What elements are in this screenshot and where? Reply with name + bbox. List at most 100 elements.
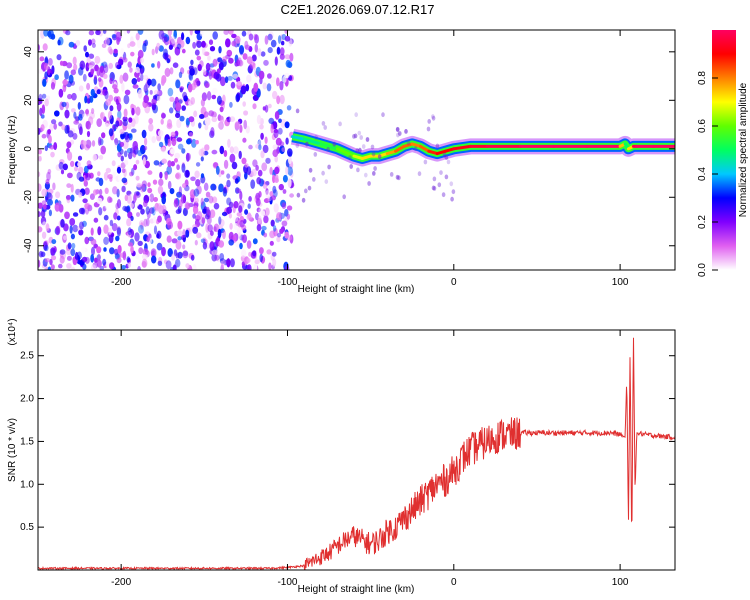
ridge-core-segment xyxy=(302,137,323,146)
noise-speckle xyxy=(157,129,164,137)
noise-speckle xyxy=(83,45,87,52)
noise-speckle xyxy=(67,151,73,161)
noise-speckle xyxy=(98,155,104,160)
noise-speckle xyxy=(57,39,61,46)
noise-speckle xyxy=(276,77,280,87)
spectrogram-x-ticks: -200 -100 0 100 xyxy=(111,30,629,288)
ridge-scatter-point xyxy=(338,121,342,127)
noise-speckle xyxy=(219,145,225,155)
noise-speckle xyxy=(45,178,50,185)
noise-speckle xyxy=(157,83,161,91)
noise-speckle xyxy=(215,73,222,82)
noise-speckle xyxy=(203,182,209,191)
noise-speckle xyxy=(118,58,124,66)
noise-speckle xyxy=(265,157,271,164)
noise-speckle xyxy=(158,141,164,148)
noise-speckle xyxy=(58,88,64,98)
noise-speckle xyxy=(58,161,64,170)
noise-speckle xyxy=(194,239,198,246)
noise-speckle xyxy=(234,178,239,184)
noise-speckle xyxy=(208,195,214,204)
noise-speckle xyxy=(242,53,248,60)
noise-speckle xyxy=(189,189,196,199)
ridge-scatter-point xyxy=(357,130,362,136)
noise-speckle xyxy=(131,128,137,133)
noise-speckle xyxy=(139,65,145,74)
noise-speckle xyxy=(44,145,48,152)
noise-speckle xyxy=(242,234,247,244)
spectrogram-y-label: Frequency (Hz) xyxy=(7,116,18,185)
noise-speckle xyxy=(289,193,294,198)
colorbar-tick-label: 0.6 xyxy=(697,119,708,133)
noise-speckle xyxy=(244,171,248,180)
noise-speckle xyxy=(260,132,264,140)
noise-speckle xyxy=(130,245,134,254)
ridge-core-segment xyxy=(419,144,431,153)
noise-speckle xyxy=(248,64,253,73)
noise-speckle xyxy=(78,176,85,182)
noise-speckle xyxy=(122,72,129,82)
noise-speckle xyxy=(90,264,97,270)
noise-speckle xyxy=(112,171,116,180)
noise-speckle xyxy=(125,135,130,143)
noise-speckle xyxy=(123,30,127,35)
noise-speckle xyxy=(53,142,58,151)
ridge-scatter-point xyxy=(327,164,331,170)
noise-speckle xyxy=(235,93,240,103)
noise-speckle xyxy=(222,56,228,62)
noise-speckle xyxy=(269,240,274,246)
noise-speckle xyxy=(94,257,98,263)
noise-speckle xyxy=(104,37,110,46)
ridge-scatter-point xyxy=(313,152,318,157)
noise-speckle xyxy=(104,187,109,194)
ridge-core-segment xyxy=(335,147,356,158)
noise-speckle xyxy=(272,149,279,157)
noise-speckle xyxy=(259,253,264,263)
noise-speckle xyxy=(93,74,98,80)
noise-speckle xyxy=(247,203,251,209)
noise-speckle xyxy=(212,58,218,67)
noise-speckle xyxy=(61,101,67,108)
noise-speckle xyxy=(159,171,163,179)
noise-speckle xyxy=(169,188,175,195)
noise-speckle xyxy=(175,112,181,119)
noise-speckle xyxy=(246,240,252,249)
noise-speckle xyxy=(140,222,144,230)
noise-speckle xyxy=(127,227,132,236)
noise-speckle xyxy=(200,197,204,206)
ridge-scatter-point xyxy=(444,174,449,180)
noise-speckle xyxy=(137,55,142,65)
noise-speckle xyxy=(153,216,157,224)
noise-speckle xyxy=(137,150,143,157)
noise-speckle xyxy=(226,258,231,268)
noise-speckle xyxy=(233,216,239,222)
noise-speckle xyxy=(151,98,157,105)
noise-speckle xyxy=(202,241,208,250)
noise-speckle xyxy=(237,57,242,67)
noise-speckle xyxy=(86,82,91,91)
noise-speckle xyxy=(241,30,247,37)
noise-speckle xyxy=(211,94,217,100)
noise-speckle xyxy=(46,249,52,257)
noise-speckle xyxy=(200,173,205,179)
ridge-scatter-point xyxy=(426,126,431,132)
noise-speckle xyxy=(254,43,258,53)
noise-speckle xyxy=(262,144,269,154)
noise-speckle xyxy=(103,171,109,181)
noise-speckle xyxy=(137,266,141,270)
noise-speckle xyxy=(91,108,95,115)
noise-speckle xyxy=(212,31,218,40)
ridge-scatter-point xyxy=(449,181,454,187)
colorbar-label: Normalized spectral amplitude xyxy=(738,82,749,217)
noise-speckle xyxy=(40,124,45,132)
noise-speckle xyxy=(229,146,234,154)
noise-speckle xyxy=(111,160,116,167)
noise-speckle xyxy=(85,120,91,130)
noise-speckle xyxy=(170,148,175,155)
noise-speckle xyxy=(218,46,222,54)
noise-speckle xyxy=(96,89,101,95)
noise-speckle xyxy=(198,122,202,129)
noise-speckle xyxy=(171,253,176,261)
noise-speckle xyxy=(267,196,272,202)
noise-speckle xyxy=(281,40,285,46)
